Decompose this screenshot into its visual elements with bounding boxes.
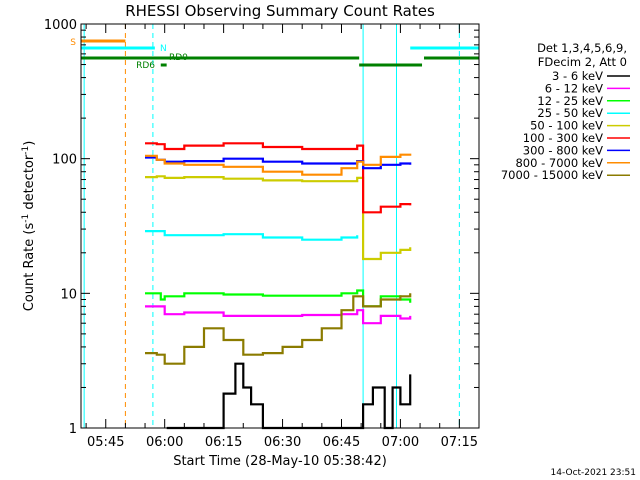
y-label-part-1: Count Rate (s [22,223,37,312]
legend-label-6: 300 - 800 keV [523,143,603,157]
y-label-sup-2: -1 [21,146,31,155]
y-tick-label: 1000 [44,18,77,33]
legend-label-0: 3 - 6 keV [552,69,603,83]
y-tick-label: 1 [69,422,77,437]
series-line-2 [145,289,412,308]
x-tick-label: 06:15 [205,435,242,450]
legend-label-5: 100 - 300 keV [523,131,603,145]
y-label-sup-1: -1 [21,214,31,223]
y-label-part-2: detector [22,154,37,214]
y-axis: 1 10 100 1000 [44,18,479,437]
legend-header-line-2: FDecim 2, Att 0 [538,55,627,69]
x-tick-label: 06:30 [264,435,301,450]
footer-date: 14-Oct-2021 23:51 [551,468,636,478]
flag-rd6-label: RD6 [136,61,155,71]
series-line-3 [145,230,359,241]
plot-frame [80,23,480,429]
y-tick-label: 10 [60,287,77,302]
legend-label-2: 12 - 25 keV [537,94,603,108]
x-tick-label: 07:00 [382,435,419,450]
series-line-4 [145,175,412,261]
flag-rd0-label: RD0 [169,53,188,63]
flag-s-label: S [70,38,76,48]
x-tick-label: 06:00 [146,435,183,450]
series-lines [145,142,412,430]
x-axis-label: Start Time (28-May-10 05:38:42) [173,454,387,469]
series-line-8 [145,293,412,365]
x-axis: 05:45 06:00 06:15 06:30 06:45 07:00 07:15 [85,24,480,450]
series-line-7 [145,153,412,176]
x-tick-label: 07:15 [441,435,478,450]
series-line-5 [145,142,412,214]
x-tick-label: 05:45 [87,435,124,450]
y-tick-label: 100 [52,153,77,168]
legend-label-4: 50 - 100 keV [530,119,603,133]
chart-title: RHESSI Observing Summary Count Rates [125,2,435,20]
y-label-part-3: ) [22,141,37,146]
legend-label-1: 6 - 12 keV [545,81,603,95]
legend-label-8: 7000 - 15000 keV [501,168,603,182]
legend-label-7: 800 - 7000 keV [515,156,603,170]
legend-header-line-1: Det 1,3,4,5,6,9, [537,41,627,55]
legend-label-3: 25 - 50 keV [537,106,603,120]
x-tick-label: 06:45 [323,435,360,450]
flag-n-label: N [160,44,167,54]
y-axis-label: Count Rate (s-1 detector-1) [21,141,37,312]
